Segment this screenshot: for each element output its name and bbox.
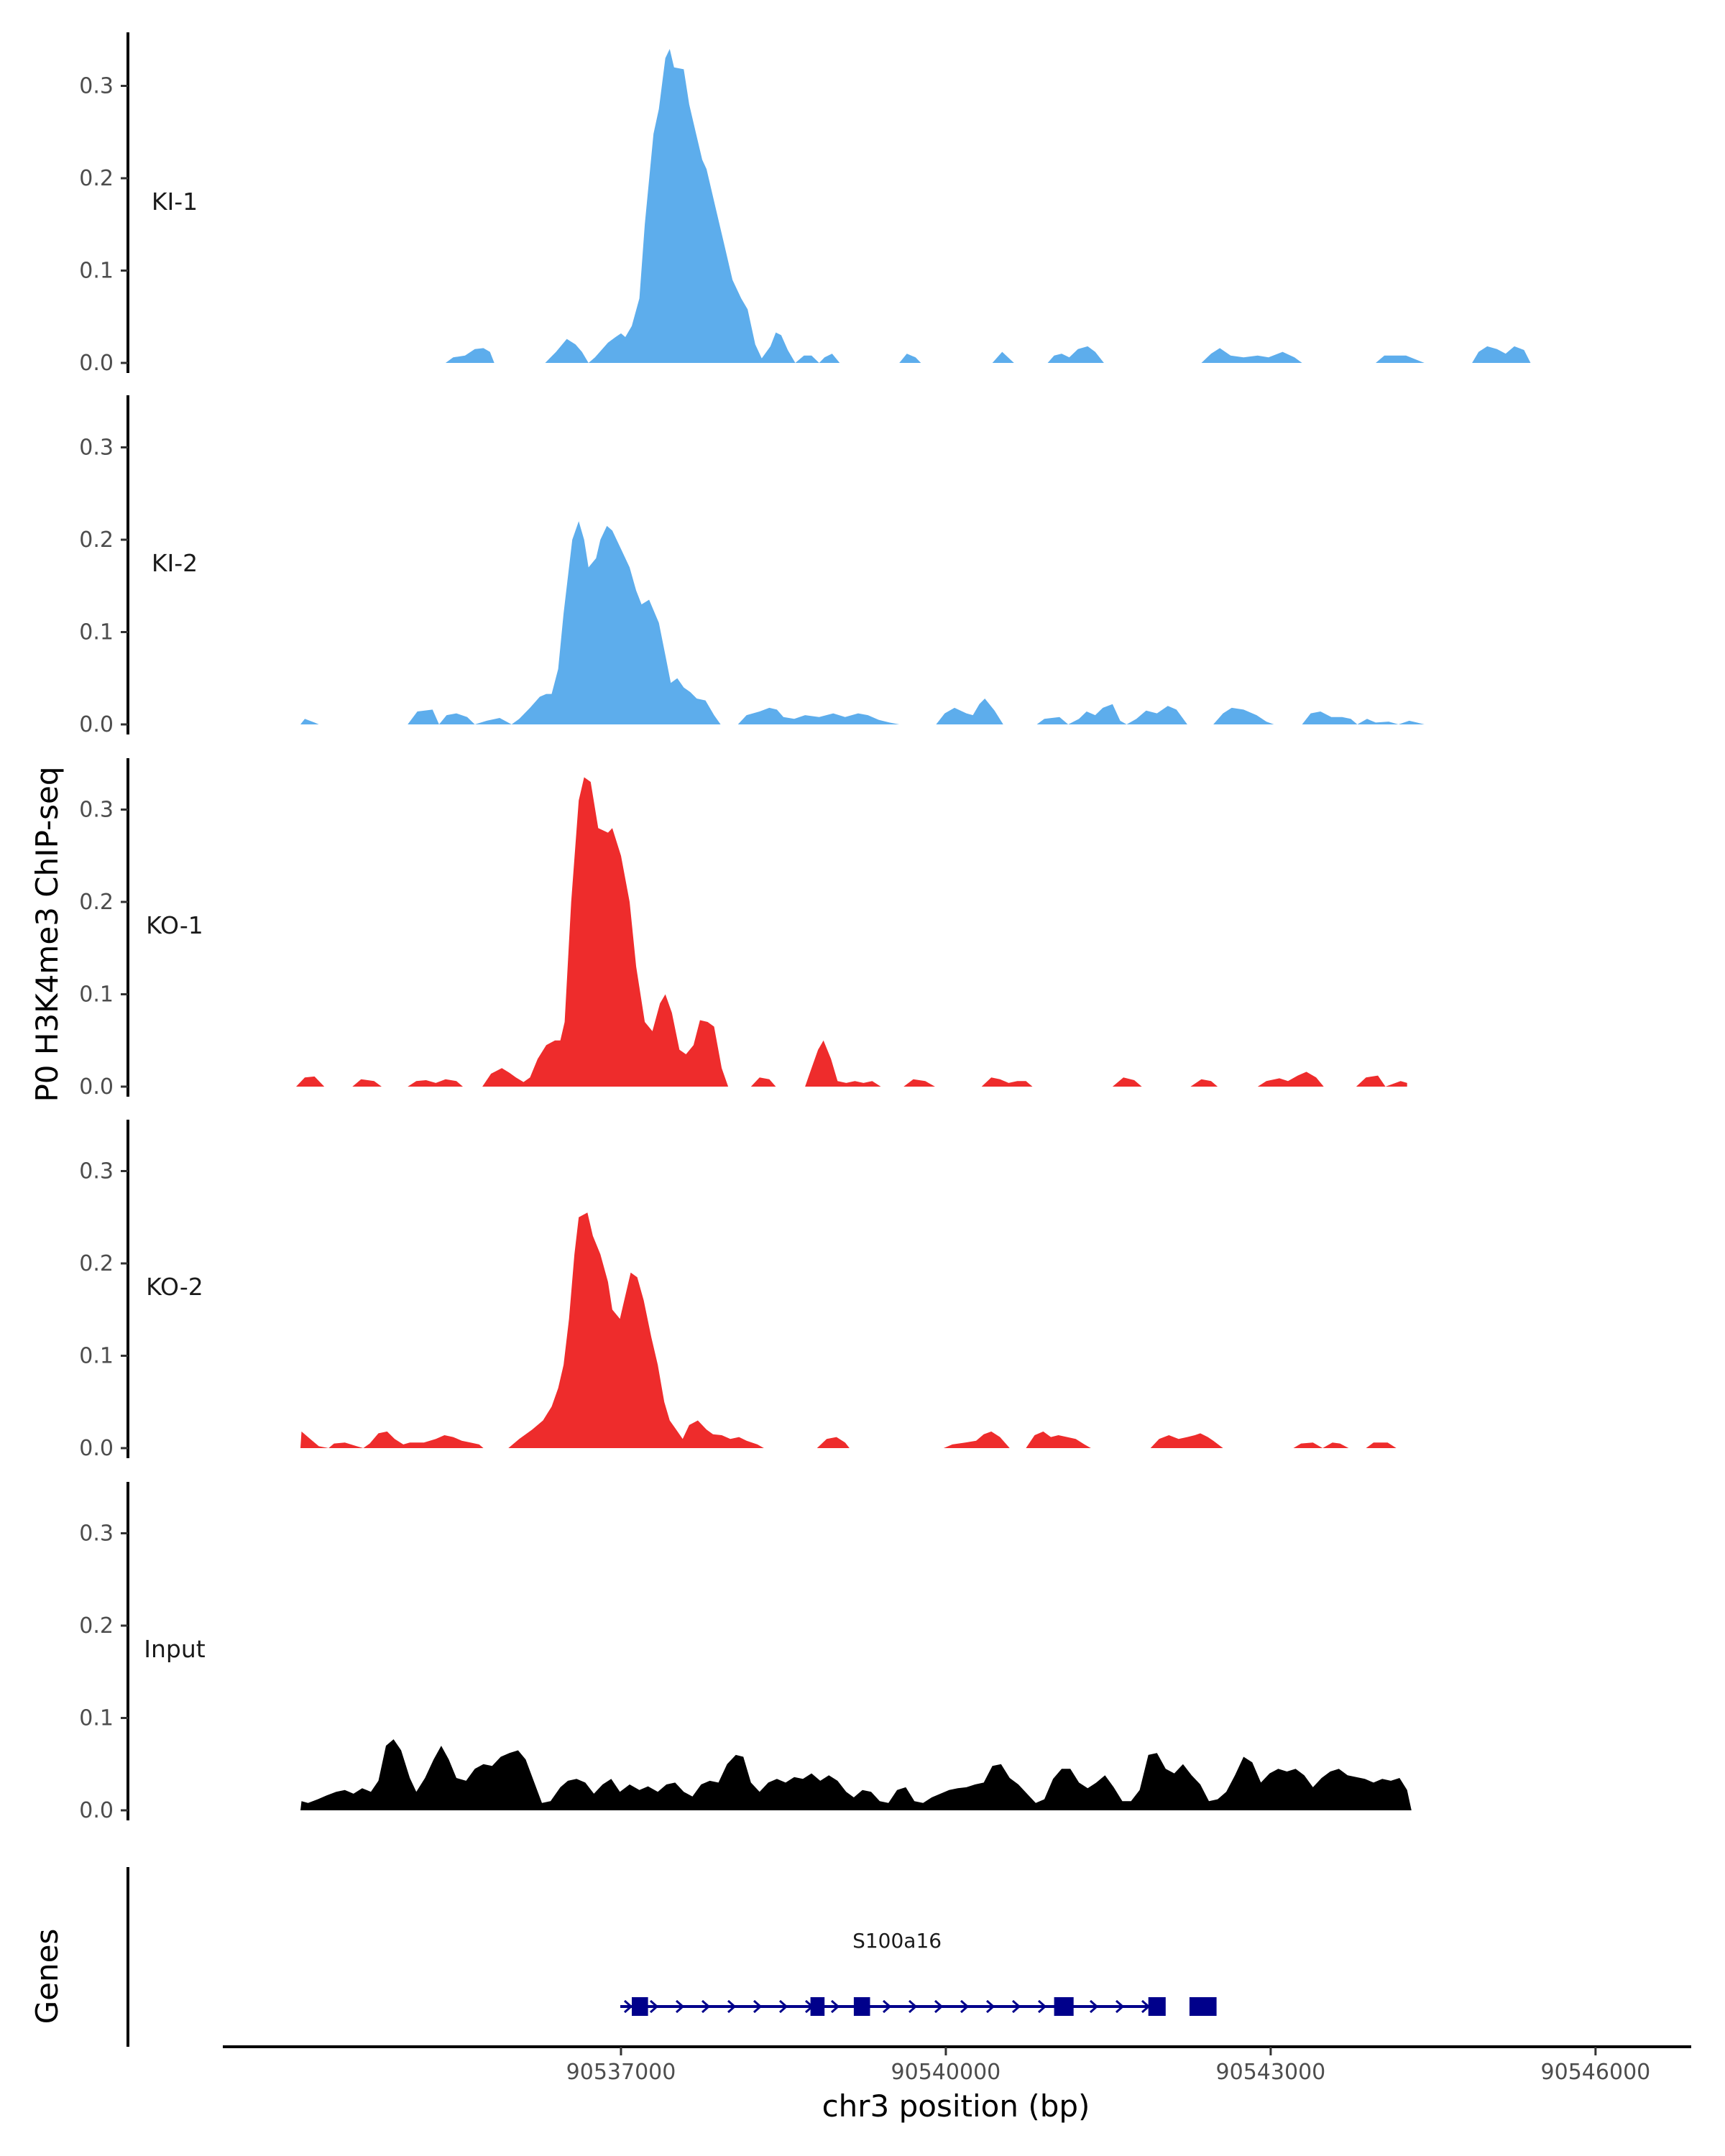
strand-arrow [779,1999,788,2014]
track-ki-1: 0.0 0.1 0.2 0.3 KI-1 [79,32,1531,376]
y-tick-label: 0.0 [79,712,114,737]
exon-block [853,1997,870,2016]
track-label: KI-1 [152,188,198,216]
y-tick-label: 0.2 [79,528,114,553]
strand-arrow [831,1999,840,2014]
strand-arrow [908,1999,918,2014]
exon-block [1054,1997,1074,2016]
y-axis-title: P0 H3K4me3 ChIP-seq [29,766,65,1102]
track-ki-2: 0.0 0.1 0.2 0.3 KI-2 [79,395,1425,737]
track-label: KI-2 [152,549,198,577]
strand-arrow [727,1999,737,2014]
signal-area-input [300,1739,1412,1810]
strand-arrow [986,1999,995,2014]
strand-arrow [702,1999,711,2014]
x-tick-label: 90543000 [1216,2060,1326,2085]
x-tick-label: 90540000 [891,2060,1001,2085]
strand-arrow [624,1999,633,2014]
y-tick-label: 0.1 [79,1344,114,1369]
strand-arrow [1116,1999,1125,2014]
signal-area-ki-1 [445,49,1531,363]
strand-arrow [934,1999,944,2014]
exon-block [1148,1997,1166,2016]
y-tick-label: 0.0 [79,1436,114,1461]
track-ko-2: 0.0 0.1 0.2 0.3 KO-2 [79,1120,1397,1461]
y-tick-label: 0.1 [79,982,114,1008]
strand-arrow [650,1999,659,2014]
gene-name-label: S100a16 [852,1929,942,1953]
track-label: KO-2 [146,1273,203,1301]
signal-area-ki-2 [300,521,1425,724]
strand-arrow [1090,1999,1099,2014]
signal-area-ko-2 [300,1212,1397,1448]
exon-block [632,1997,648,2016]
y-tick-label: 0.1 [79,259,114,284]
x-axis: 90537000 90540000 90543000 90546000 [223,2045,1691,2085]
y-tick-label: 0.3 [79,74,114,99]
coverage-panels: 0.00.10.20.3KI-10.00.10.20.3KI-20.00.10.… [79,32,1531,1823]
exon-block [1189,1997,1217,2016]
strand-arrow [960,1999,970,2014]
y-tick-label: 0.3 [79,1159,114,1184]
y-tick-label: 0.0 [79,1798,114,1823]
y-tick-label: 0.2 [79,1613,114,1639]
strand-arrow [676,1999,685,2014]
y-tick-label: 0.1 [79,1706,114,1731]
strand-arrow [753,1999,763,2014]
gene-panel: S100a16 [126,1867,1217,2047]
x-tick-label: 90537000 [566,2060,676,2085]
y-tick-label: 0.3 [79,436,114,461]
x-axis-title: chr3 position (bp) [822,2088,1090,2124]
y-tick-label: 0.0 [79,351,114,376]
x-tick-label: 90546000 [1541,2060,1651,2085]
track-input: 0.0 0.1 0.2 0.3 Input [79,1482,1412,1823]
y-tick-label: 0.0 [79,1074,114,1100]
y-tick-label: 0.3 [79,1521,114,1547]
y-tick-label: 0.3 [79,798,114,823]
strand-arrow [1038,1999,1047,2014]
strand-arrow [1012,1999,1021,2014]
signal-area-ko-1 [296,777,1407,1087]
strand-arrow [883,1999,892,2014]
track-label: KO-1 [146,911,203,939]
y-tick-label: 0.2 [79,166,114,191]
y-tick-label: 0.1 [79,620,114,645]
track-ko-1: 0.0 0.1 0.2 0.3 KO-1 [79,758,1407,1100]
y-tick-label: 0.2 [79,890,114,915]
track-label: Input [144,1635,206,1663]
exon-block [810,1997,825,2016]
y-tick-label: 0.2 [79,1251,114,1276]
gene-panel-title: Genes [29,1929,65,2024]
